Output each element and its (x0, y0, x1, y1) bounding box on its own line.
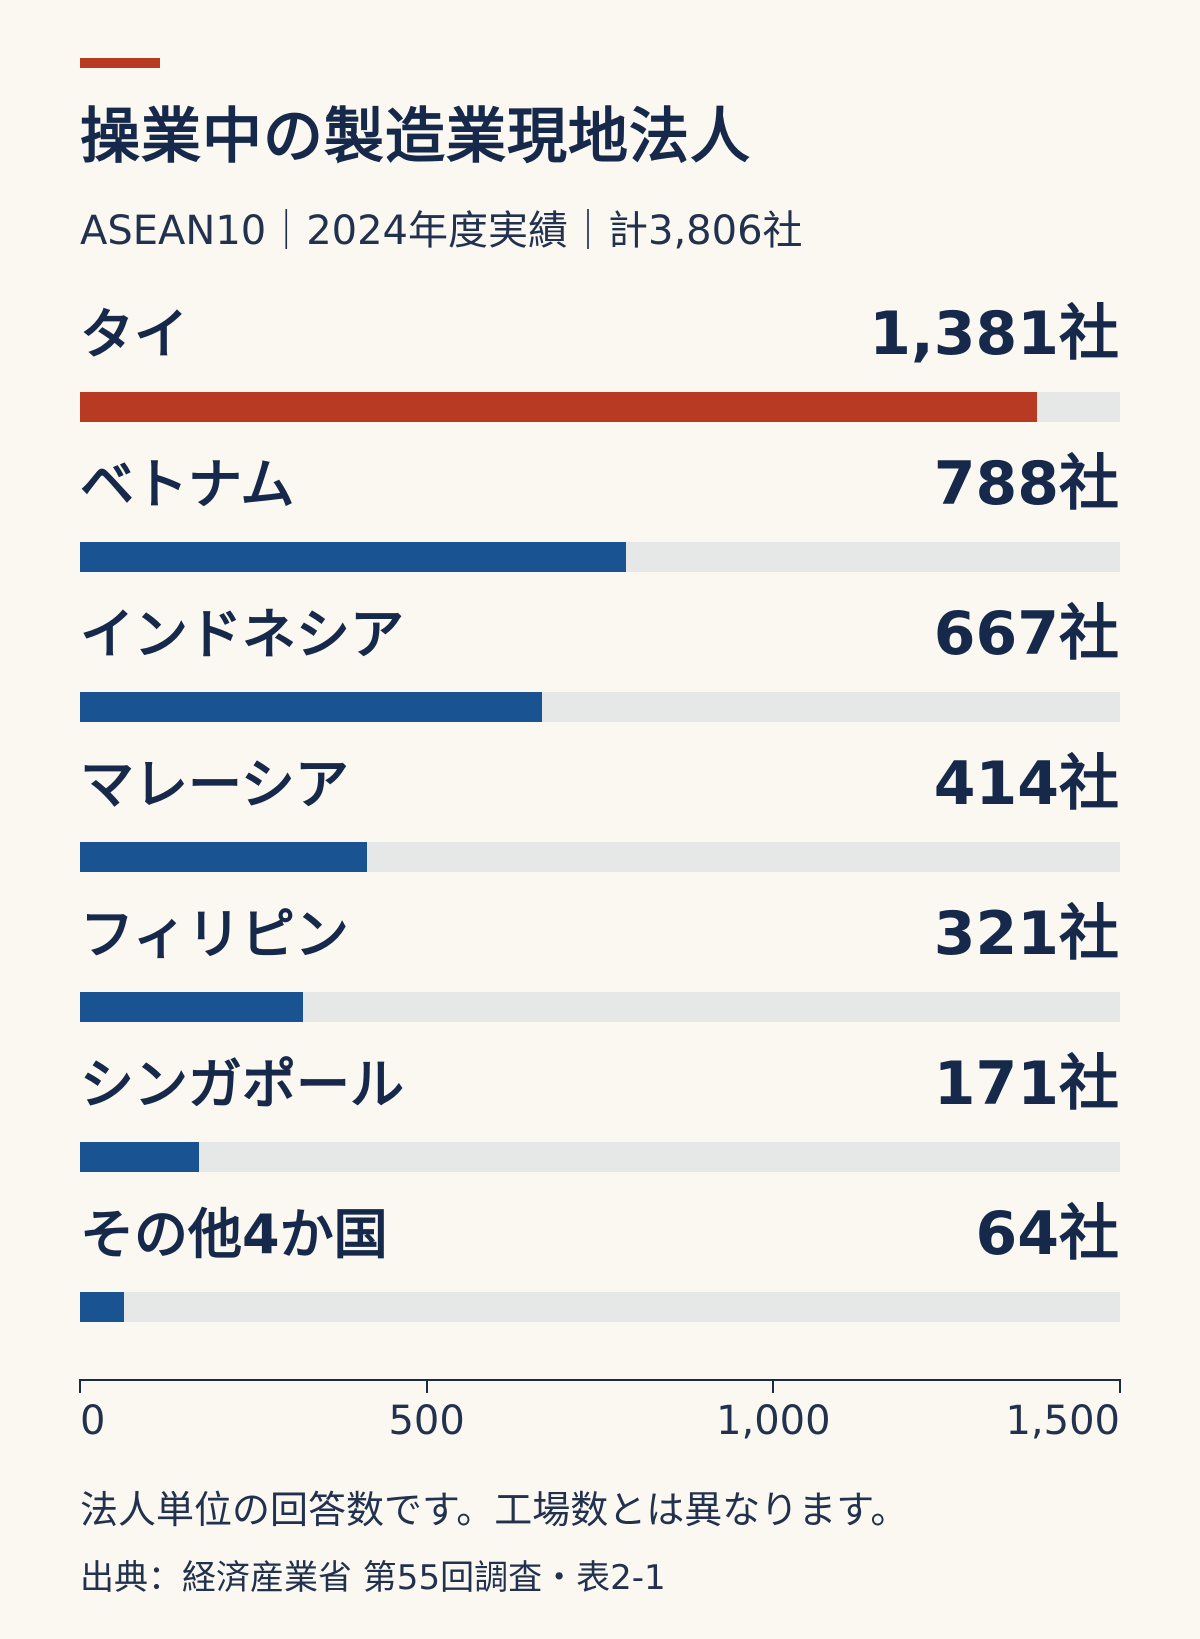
chart-source: 出典：経済産業省 第55回調査・表2-1 (80, 1558, 666, 1598)
bar-track (80, 692, 1120, 722)
value-label: 171社 (933, 1049, 1119, 1119)
category-label: タイ (80, 303, 188, 366)
x-tick-label: 0 (80, 1398, 106, 1444)
value-label: 1,381社 (869, 299, 1119, 369)
value-label: 788社 (933, 449, 1119, 519)
chart-title: 操業中の製造業現地法人 (80, 102, 751, 172)
bar (80, 992, 303, 1022)
value-label: 667社 (933, 599, 1119, 669)
category-label: マレーシア (80, 753, 349, 816)
title-accent-rule (80, 58, 160, 68)
value-label: 414社 (933, 749, 1119, 819)
x-tick (1119, 1379, 1121, 1393)
value-label: 321社 (933, 899, 1119, 969)
bar (80, 842, 368, 872)
x-tick (79, 1379, 81, 1393)
category-label: ベトナム (80, 453, 295, 516)
x-tick-label: 500 (388, 1398, 465, 1444)
category-label: フィリピン (80, 903, 349, 966)
bar (80, 1292, 125, 1322)
x-tick-label: 1,500 (1005, 1398, 1120, 1444)
chart-note: 法人単位の回答数です。工場数とは異なります。 (80, 1488, 909, 1532)
x-axis-line (80, 1379, 1120, 1381)
bar (80, 1142, 199, 1172)
bar (80, 542, 627, 572)
x-tick (772, 1379, 775, 1393)
category-label: インドネシア (80, 603, 404, 666)
bar (80, 392, 1038, 422)
bar (80, 692, 543, 722)
x-tick-label: 1,000 (716, 1398, 831, 1444)
bar-track (80, 992, 1120, 1022)
category-label: その他4か国 (80, 1203, 388, 1266)
bar-track (80, 392, 1120, 422)
bar-track (80, 1142, 1120, 1172)
bar-track (80, 542, 1120, 572)
category-label: シンガポール (80, 1053, 404, 1116)
chart-subtitle: ASEAN10｜2024年度実績｜計3,806社 (80, 208, 803, 254)
x-tick (425, 1379, 428, 1393)
value-label: 64社 (975, 1199, 1120, 1269)
bar-track (80, 1292, 1120, 1322)
bar-track (80, 842, 1120, 872)
